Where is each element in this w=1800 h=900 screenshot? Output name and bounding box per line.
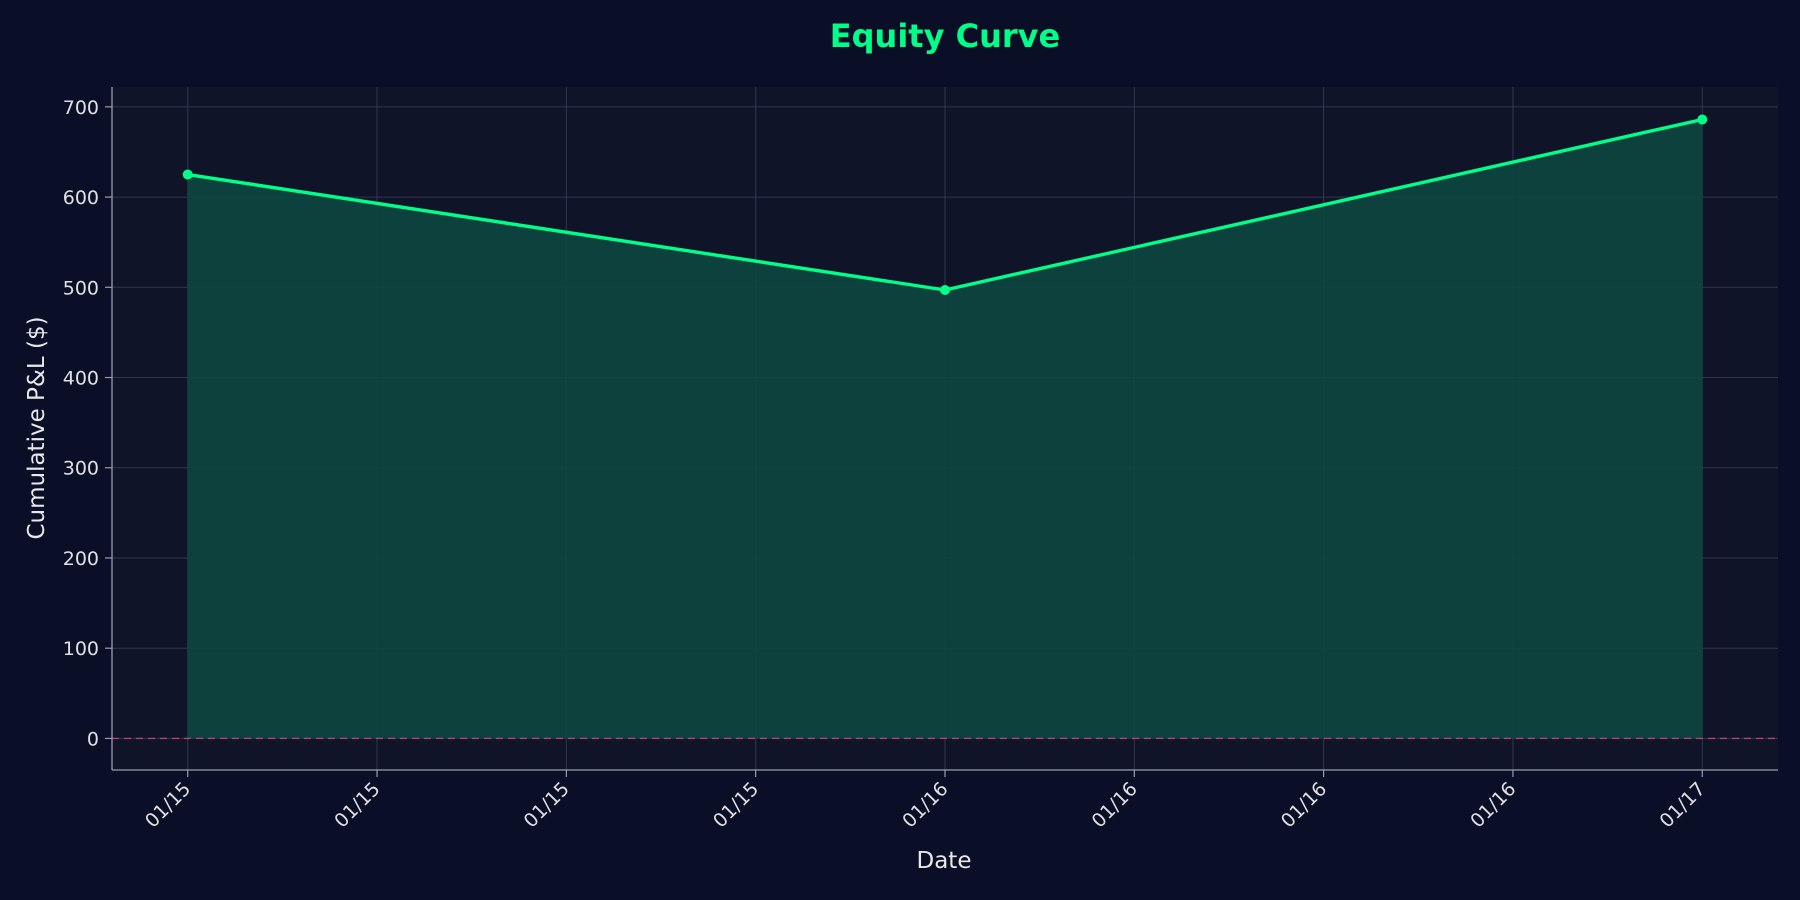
- y-tick-label: 500: [63, 277, 99, 299]
- y-tick-label: 400: [63, 368, 99, 390]
- x-tick-label: 01/15: [520, 778, 574, 832]
- x-tick-label: 01/16: [1088, 778, 1142, 832]
- y-axis-label: Cumulative P&L ($): [24, 316, 50, 539]
- x-tick-label: 01/15: [330, 778, 384, 832]
- area-fill: [187, 119, 1703, 739]
- x-tick-label: 01/16: [898, 778, 952, 832]
- y-tick-label: 700: [63, 97, 99, 119]
- data-points: [182, 114, 1708, 296]
- y-tick-label: 600: [63, 187, 99, 209]
- x-tick-labels: 01/15 01/15 01/15 01/15 01/16 01/16 01/16 01/16…: [141, 778, 1710, 832]
- chart-title: Equity Curve: [830, 17, 1060, 55]
- data-point: [182, 169, 193, 180]
- y-tick-label: 300: [63, 458, 99, 480]
- y-tick-labels: 0 100 200 300 400 500 600 700: [63, 97, 99, 751]
- area-fill-layer: [187, 119, 1703, 739]
- y-tick-label: 100: [63, 638, 99, 660]
- axes: [105, 87, 1778, 777]
- x-axis-label: Date: [917, 848, 972, 874]
- x-tick-label: 01/16: [1466, 778, 1520, 832]
- x-tick-label: 01/16: [1277, 778, 1331, 832]
- x-tick-label: 01/17: [1656, 778, 1710, 832]
- data-point: [940, 285, 950, 296]
- y-tick-label: 0: [87, 728, 99, 750]
- x-tick-label: 01/15: [141, 778, 195, 832]
- y-tick-label: 200: [63, 548, 99, 570]
- data-point: [1697, 114, 1708, 125]
- x-tick-label: 01/15: [709, 778, 763, 832]
